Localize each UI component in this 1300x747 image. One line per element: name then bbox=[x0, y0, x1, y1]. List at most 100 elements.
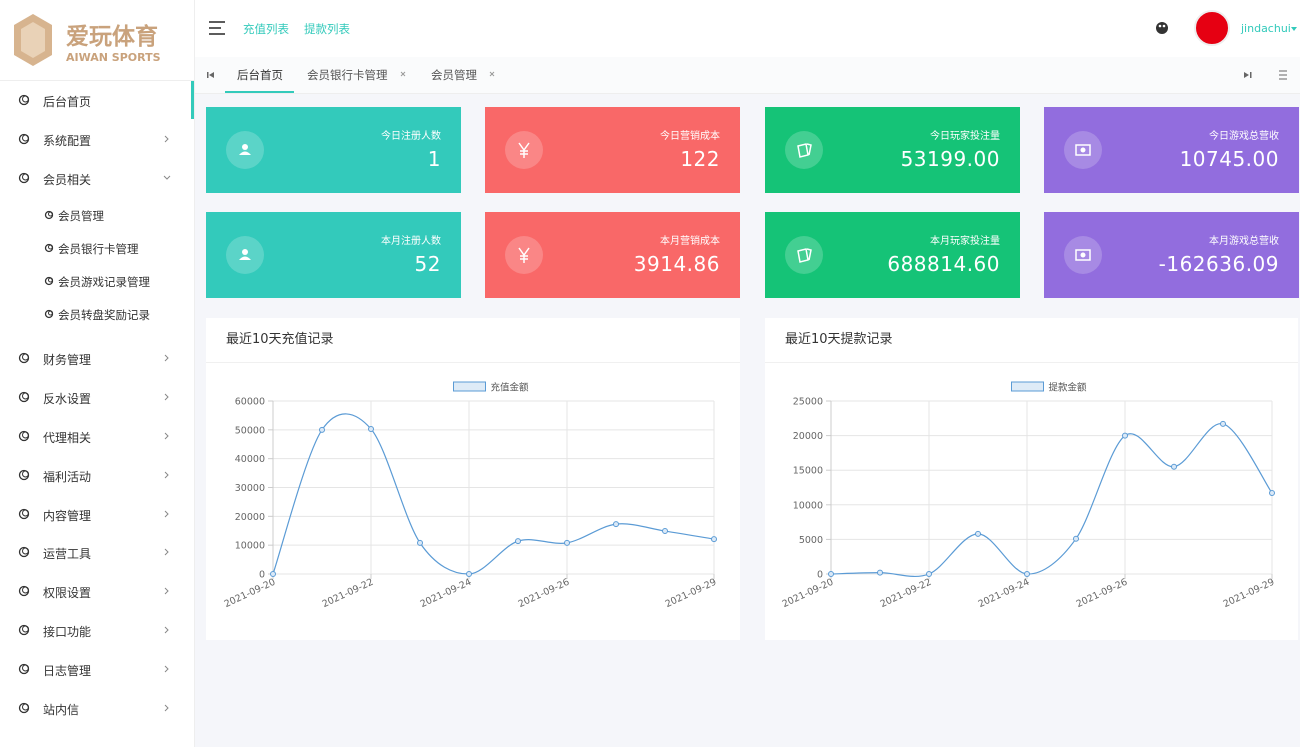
data-point bbox=[1171, 463, 1177, 470]
tab-close[interactable] bbox=[400, 71, 406, 77]
card-value: 52 bbox=[414, 252, 441, 276]
menu-item[interactable]: 财务管理 bbox=[0, 339, 194, 377]
x-tick-label: 2021-09-22 bbox=[879, 577, 934, 610]
menu-label: 运营工具 bbox=[43, 547, 92, 562]
card-value: -162636.09 bbox=[1158, 252, 1279, 276]
tab-close[interactable] bbox=[489, 71, 495, 77]
chevron bbox=[164, 432, 169, 440]
menu-item[interactable]: 系统配置 bbox=[0, 120, 194, 158]
menu-icon bbox=[18, 133, 30, 144]
submenu-label: 会员游戏记录管理 bbox=[58, 275, 150, 290]
menu-icon bbox=[18, 392, 30, 403]
menu-item[interactable]: 日志管理 bbox=[0, 650, 194, 688]
card-icon bbox=[226, 131, 264, 169]
card-label: 本月游戏总营收 bbox=[1209, 236, 1279, 247]
top-link[interactable]: 提款列表 bbox=[304, 22, 350, 36]
y-tick-label: 15000 bbox=[793, 466, 823, 477]
card-icon bbox=[1064, 236, 1102, 274]
menu-icon bbox=[18, 586, 30, 597]
tab[interactable]: 后台首页 bbox=[237, 68, 283, 82]
card-icon bbox=[1064, 131, 1102, 169]
data-point bbox=[926, 571, 932, 577]
tab[interactable]: 会员银行卡管理 bbox=[307, 68, 388, 82]
card-label: 今日注册人数 bbox=[381, 131, 441, 142]
card-label: 本月营销成本 bbox=[660, 236, 720, 247]
icon-ring bbox=[22, 392, 29, 400]
chevron bbox=[164, 135, 169, 143]
submenu-item[interactable]: 会员管理 bbox=[0, 200, 194, 230]
legend-label: 提款金额 bbox=[1049, 382, 1088, 394]
tab-controls bbox=[207, 70, 1287, 93]
menu-icon bbox=[18, 353, 30, 364]
card-label: 今日游戏总营收 bbox=[1209, 131, 1279, 142]
menu-item[interactable]: 福利活动 bbox=[0, 456, 194, 494]
tab[interactable]: 会员管理 bbox=[431, 68, 477, 82]
sidebar: 爱玩体育 AIWAN SPORTS 后台首页系统配置会员相关 会员管理会员银行卡管… bbox=[0, 0, 195, 747]
user-caret bbox=[1291, 27, 1297, 31]
card-value: 53199.00 bbox=[900, 147, 1000, 171]
icon-ring bbox=[22, 470, 29, 478]
stat-card: 本月玩家投注量 688814.60 bbox=[765, 212, 1020, 298]
menu-item[interactable]: 内容管理 bbox=[0, 495, 194, 533]
submenu-label: 会员银行卡管理 bbox=[58, 242, 139, 257]
card-value: 3914.86 bbox=[633, 252, 720, 276]
menu-item[interactable]: 反水设置 bbox=[0, 378, 194, 416]
line-series bbox=[830, 423, 1273, 577]
menu-item[interactable]: 权限设置 bbox=[0, 572, 194, 610]
top-link[interactable]: 充值列表 bbox=[243, 22, 289, 36]
icon-coin bbox=[1080, 252, 1086, 258]
username[interactable]: jindachui bbox=[1240, 22, 1291, 35]
menu-item[interactable]: 后台首页 bbox=[0, 81, 194, 119]
menu-icon bbox=[44, 211, 54, 220]
x-tick-label: 2021-09-20 bbox=[781, 577, 836, 610]
data-point bbox=[1073, 535, 1079, 542]
tab-next[interactable] bbox=[1244, 72, 1252, 78]
card-label: 今日玩家投注量 bbox=[930, 131, 1000, 142]
tab-menu[interactable] bbox=[1279, 70, 1287, 80]
menu-label: 日志管理 bbox=[43, 663, 92, 678]
menu-icon bbox=[44, 244, 54, 253]
menu-arrow bbox=[164, 665, 169, 673]
card-label: 今日营销成本 bbox=[660, 131, 720, 142]
menu-arrow bbox=[164, 549, 169, 556]
menu-item[interactable]: 代理相关 bbox=[0, 417, 194, 455]
logo[interactable]: 爱玩体育 AIWAN SPORTS bbox=[0, 0, 194, 81]
chart: 0 5000 10000 15000 20000 25000 2021-09-20 2021-… bbox=[781, 381, 1276, 610]
data-point bbox=[828, 571, 834, 577]
chevron bbox=[164, 704, 169, 711]
card-label: 本月玩家投注量 bbox=[930, 236, 1000, 247]
data-point bbox=[662, 528, 668, 535]
avatar[interactable] bbox=[1194, 10, 1230, 46]
legend-swatch bbox=[453, 381, 486, 392]
menu-label: 系统配置 bbox=[43, 133, 92, 148]
menu-item[interactable]: 站内信 bbox=[0, 689, 194, 727]
menu-icon bbox=[18, 172, 30, 183]
icon-ring bbox=[48, 244, 53, 250]
y-tick-label: 20000 bbox=[793, 431, 823, 442]
menu-toggle[interactable] bbox=[209, 21, 225, 35]
menu-item[interactable]: 运营工具 bbox=[0, 533, 194, 571]
theme-icon[interactable] bbox=[1156, 22, 1168, 34]
x-tick-label: 2021-09-24 bbox=[977, 577, 1032, 610]
menu-arrow bbox=[164, 704, 169, 711]
chevron bbox=[164, 549, 169, 556]
tab-prev[interactable] bbox=[207, 72, 214, 78]
menu-item[interactable]: 接口功能 bbox=[0, 611, 194, 649]
menu-item[interactable]: 会员相关 bbox=[0, 159, 194, 197]
data-point bbox=[319, 426, 325, 433]
data-point bbox=[1220, 420, 1226, 427]
chevron bbox=[164, 665, 169, 673]
icon-coin bbox=[1080, 147, 1086, 153]
submenu-item[interactable]: 会员游戏记录管理 bbox=[0, 266, 194, 296]
logo-hex-inner bbox=[21, 22, 45, 58]
chevron bbox=[164, 587, 169, 595]
icon-ring bbox=[22, 625, 29, 633]
icon-ring bbox=[22, 703, 29, 711]
icon-ring bbox=[48, 277, 53, 283]
submenu-item[interactable]: 会员转盘奖励记录 bbox=[0, 299, 194, 329]
menu-label: 站内信 bbox=[43, 702, 80, 717]
submenu-item[interactable]: 会员银行卡管理 bbox=[0, 233, 194, 263]
icon-ring bbox=[48, 211, 53, 217]
menu-icon bbox=[18, 624, 30, 636]
line-series bbox=[272, 413, 715, 575]
